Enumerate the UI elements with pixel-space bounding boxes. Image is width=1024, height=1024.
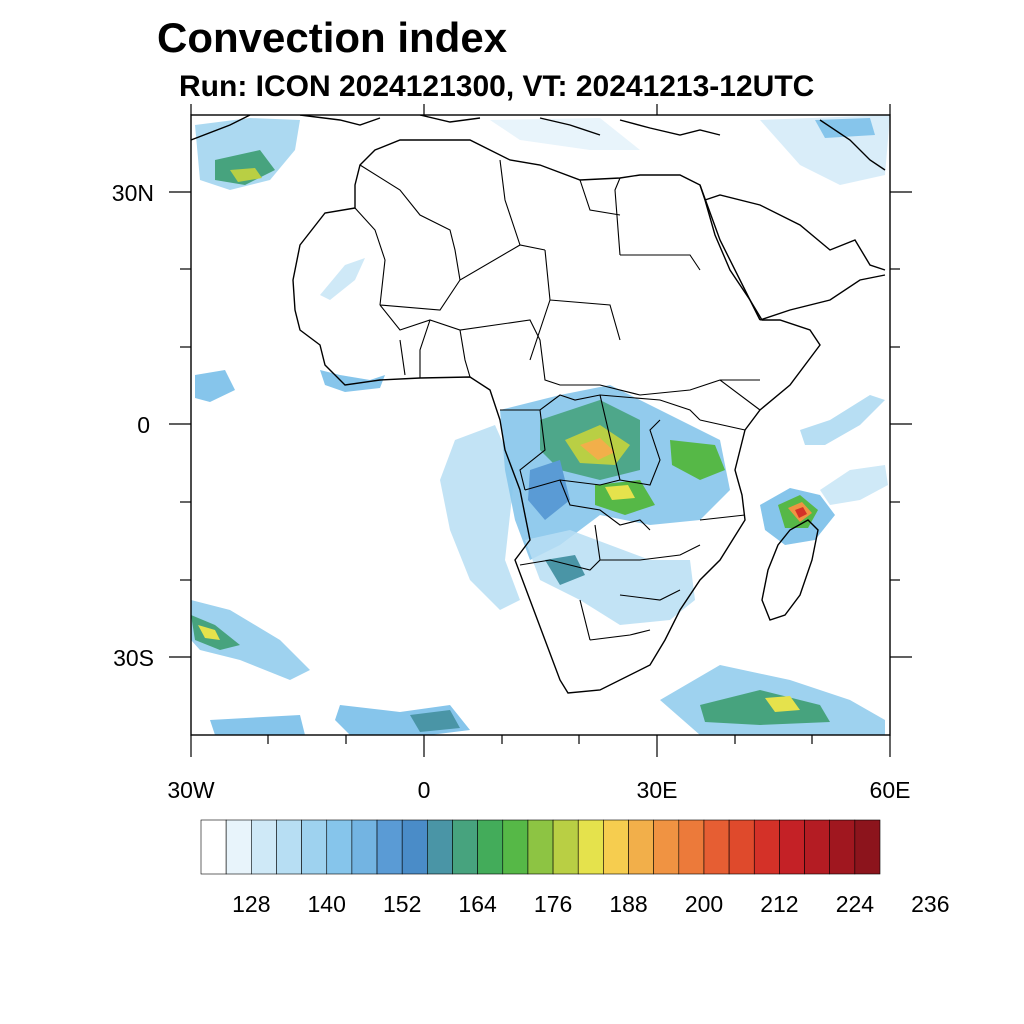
colorbar-swatch <box>728 819 755 875</box>
convection-field <box>191 115 890 735</box>
lon-label-30w: 30W <box>167 777 215 803</box>
colorbar-swatch <box>703 819 730 875</box>
lat-ticks <box>169 191 912 658</box>
colorbar-swatch <box>804 819 831 875</box>
colorbar-tick-label: 224 <box>836 891 875 917</box>
colorbar-swatch <box>653 819 680 875</box>
borders <box>354 159 761 641</box>
colorbar-swatch <box>678 819 705 875</box>
colorbar-swatch <box>753 819 780 875</box>
colorbar-tick-label: 212 <box>760 891 798 917</box>
colorbar-swatch <box>502 819 529 875</box>
colorbar-swatch <box>854 819 881 875</box>
colorbar-swatch <box>326 819 353 875</box>
lat-label-30n: 30N <box>112 180 154 206</box>
map-title: Convection index <box>157 14 508 61</box>
colorbar-tick-label: 152 <box>383 891 421 917</box>
lon-label-30e: 30E <box>637 777 678 803</box>
lat-label-30s: 30S <box>113 645 154 671</box>
colorbar-tick-label: 128 <box>232 891 270 917</box>
colorbar-swatch <box>603 819 629 875</box>
colorbar-swatch <box>452 819 478 875</box>
colorbar-tick-label: 188 <box>609 891 647 917</box>
lon-label-0: 0 <box>418 777 431 803</box>
plot-frame <box>190 114 891 736</box>
colorbar-swatch <box>351 819 378 875</box>
colorbar-swatch <box>477 819 504 875</box>
lon-ticks <box>190 104 891 757</box>
colorbar-swatch <box>276 819 302 875</box>
colorbar-swatch <box>200 819 227 875</box>
colorbar-swatch <box>376 819 403 875</box>
colorbar-swatch <box>829 819 856 875</box>
coastlines <box>191 115 886 694</box>
colorbar-swatch <box>301 819 328 875</box>
colorbar-tick-label: 164 <box>458 891 497 917</box>
colorbar-tick-label: 140 <box>308 891 346 917</box>
colorbar-swatch <box>401 819 428 875</box>
colorbar-tick-label: 236 <box>911 891 949 917</box>
colorbar-tick-label: 176 <box>534 891 572 917</box>
colorbar-swatch <box>552 819 579 875</box>
colorbar-swatch <box>225 819 252 875</box>
map-subtitle: Run: ICON 2024121300, VT: 20241213-12UTC <box>179 70 815 103</box>
lon-label-60e: 60E <box>870 777 911 803</box>
colorbar-swatch <box>427 819 453 875</box>
colorbar-swatch <box>628 819 654 875</box>
lat-label-0: 0 <box>137 412 150 438</box>
colorbar-swatch <box>527 819 554 875</box>
colorbar-tick-label: 200 <box>685 891 723 917</box>
colorbar <box>200 819 881 875</box>
colorbar-swatch <box>251 819 277 875</box>
colorbar-labels: 128 140 152 164 176 188 200 212 224 236 <box>232 891 949 917</box>
colorbar-swatch <box>779 819 805 875</box>
colorbar-swatch <box>577 819 604 875</box>
